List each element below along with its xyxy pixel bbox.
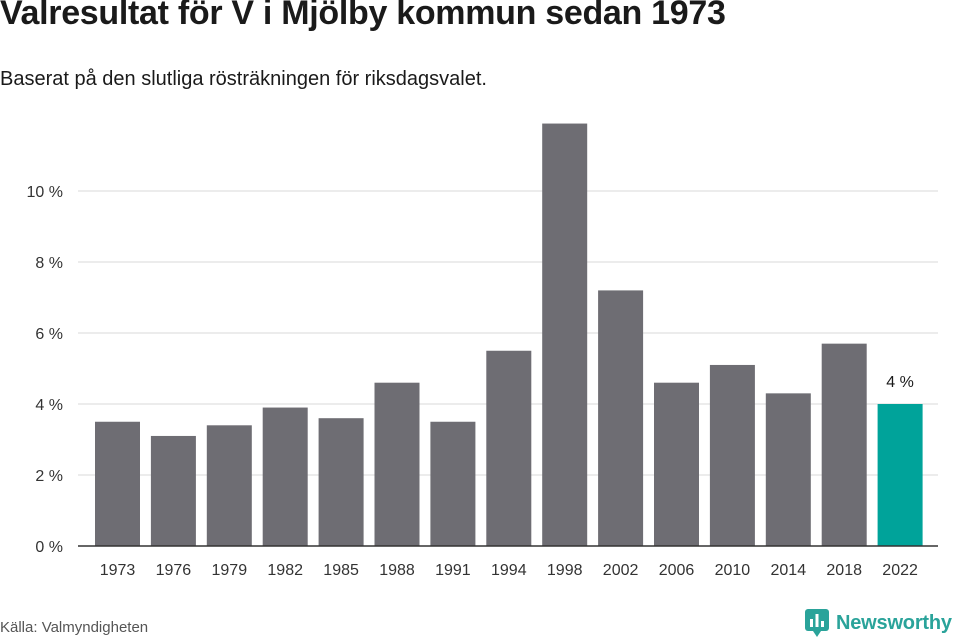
- x-tick-label: 1988: [379, 562, 415, 579]
- bar: [654, 382, 699, 546]
- source-note: Källa: Valmyndigheten: [0, 619, 149, 636]
- x-tick-label: 1976: [156, 562, 192, 579]
- y-tick-label: 10 %: [27, 184, 63, 201]
- bar: [374, 382, 420, 546]
- bar: [206, 425, 252, 546]
- y-tick-label: 6 %: [35, 326, 63, 343]
- x-tick-label: 1985: [323, 562, 359, 579]
- bar: [262, 407, 308, 546]
- x-tick-label: 1998: [547, 562, 583, 579]
- bar: [709, 364, 755, 546]
- x-tick-label: 2014: [771, 562, 807, 579]
- bar: [821, 343, 867, 546]
- bar: [486, 350, 532, 546]
- brand-name: Newsworthy: [836, 611, 952, 634]
- bar: [150, 435, 196, 546]
- bar: [95, 421, 140, 546]
- y-tick-label: 8 %: [35, 255, 63, 272]
- x-tick-label: 1991: [435, 562, 471, 579]
- chart-title: Valresultat för V i Mjölby kommun sedan …: [0, 0, 726, 32]
- x-tick-label: 1982: [267, 562, 303, 579]
- x-tick-label: 2010: [715, 562, 751, 579]
- bar-highlight: [877, 404, 923, 546]
- y-tick-label: 4 %: [35, 397, 63, 414]
- y-tick-label: 2 %: [35, 468, 63, 485]
- data-label: 4 %: [886, 374, 914, 391]
- chart-subtitle: Baserat på den slutliga rösträkningen fö…: [0, 68, 487, 90]
- bar: [318, 418, 364, 546]
- x-tick-label: 2018: [826, 562, 862, 579]
- x-tick-label: 1973: [100, 562, 136, 579]
- x-tick-label: 2006: [659, 562, 695, 579]
- x-tick-label: 2002: [603, 562, 639, 579]
- x-tick-label: 1994: [491, 562, 527, 579]
- y-tick-label: 0 %: [35, 539, 63, 556]
- bar: [542, 123, 588, 547]
- brand-logo: Newsworthy: [804, 608, 952, 638]
- bar: [765, 393, 811, 546]
- bar: [598, 290, 644, 546]
- newsworthy-logo-icon: [805, 609, 829, 637]
- x-tick-label: 1979: [212, 562, 248, 579]
- x-tick-label: 2022: [882, 562, 918, 579]
- bar: [430, 421, 476, 546]
